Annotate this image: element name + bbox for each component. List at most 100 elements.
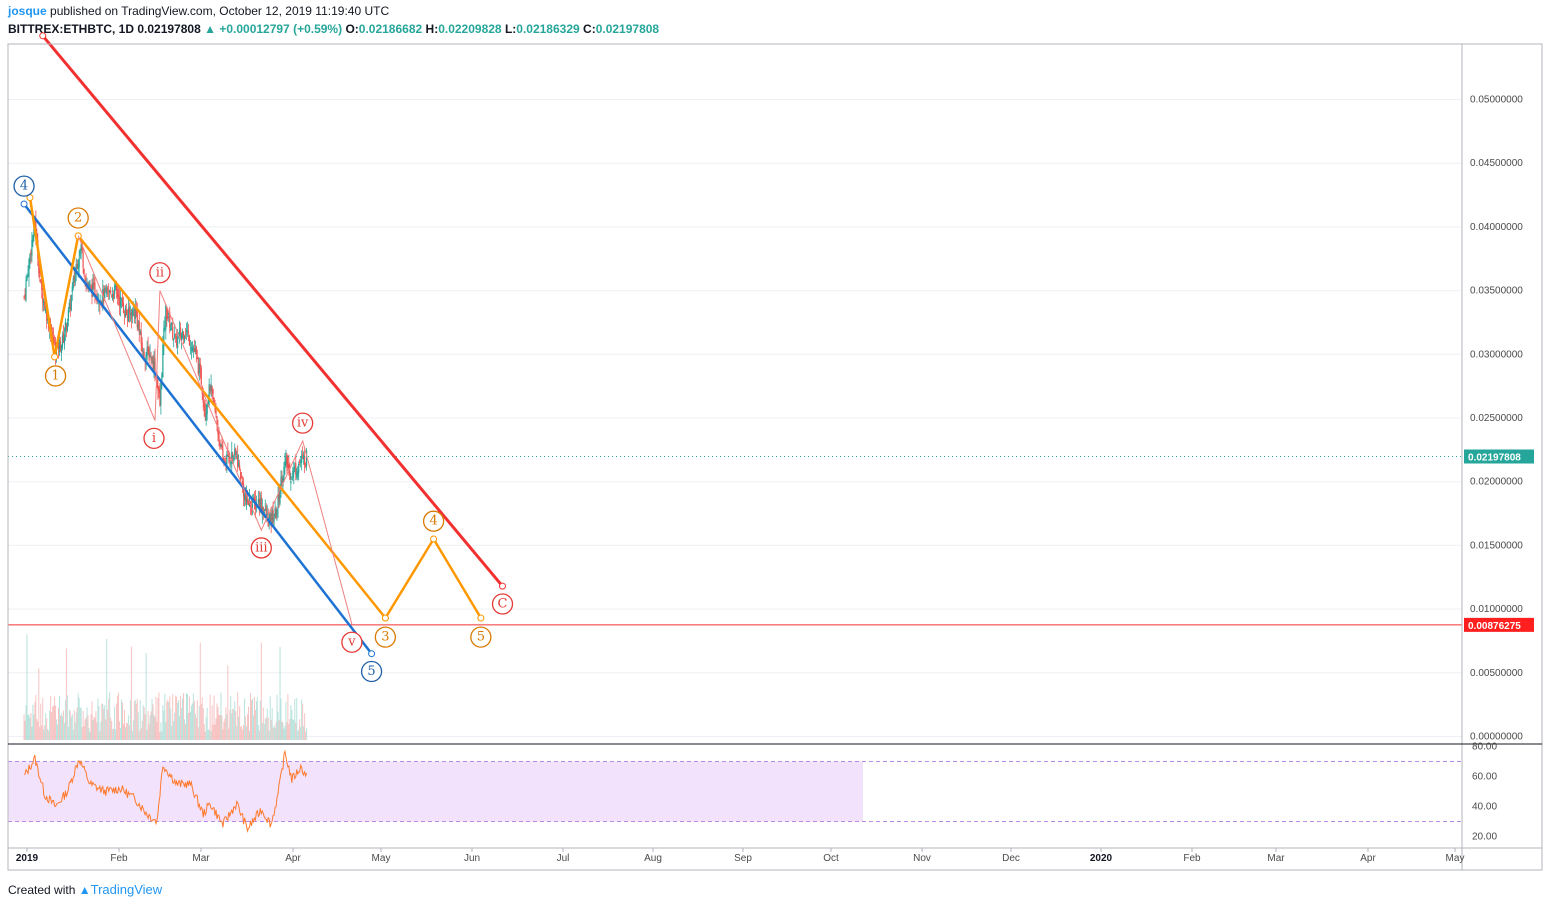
volume-bar bbox=[291, 709, 293, 740]
wave-path-line bbox=[77, 235, 353, 625]
candle bbox=[270, 513, 272, 524]
candle bbox=[294, 466, 296, 470]
candle bbox=[143, 352, 145, 359]
high-value: 0.02209828 bbox=[438, 22, 502, 36]
candle bbox=[106, 287, 108, 294]
volume-bar bbox=[140, 728, 142, 740]
candle bbox=[238, 463, 240, 465]
candle bbox=[289, 470, 291, 480]
candle bbox=[288, 464, 290, 469]
candle bbox=[189, 347, 192, 349]
volume-bar bbox=[273, 725, 275, 740]
volume-bar bbox=[156, 721, 158, 740]
volume-bar bbox=[286, 722, 288, 740]
wave-label-circle bbox=[13, 175, 35, 197]
candle bbox=[152, 356, 154, 370]
candle bbox=[63, 334, 66, 345]
volume-bar bbox=[228, 728, 230, 740]
volume-bar bbox=[128, 725, 130, 740]
volume-bar bbox=[186, 694, 188, 740]
volume-bar bbox=[49, 710, 51, 740]
volume-bar bbox=[119, 721, 121, 740]
volume-bar bbox=[136, 699, 138, 740]
candle bbox=[163, 327, 165, 346]
author-link[interactable]: josque bbox=[8, 4, 47, 18]
price-tick-label: 0.03000000 bbox=[1470, 349, 1523, 360]
volume-bar bbox=[304, 713, 306, 740]
volume-bar bbox=[282, 722, 284, 740]
rsi-tick-label: 20.00 bbox=[1472, 832, 1497, 843]
volume-bar bbox=[244, 698, 246, 740]
wave-label-circle bbox=[250, 537, 272, 559]
candle bbox=[192, 349, 194, 351]
candle bbox=[286, 454, 288, 467]
volume-bar bbox=[292, 719, 294, 740]
candle bbox=[154, 357, 156, 374]
wave-label: 4 bbox=[20, 179, 28, 194]
volume-bar bbox=[148, 724, 150, 740]
volume-bar bbox=[256, 697, 258, 740]
time-tick-label: Mar bbox=[192, 853, 210, 864]
volume-bar bbox=[239, 706, 241, 740]
volume-bar bbox=[167, 699, 169, 740]
candle bbox=[132, 310, 134, 312]
volume-bar bbox=[298, 729, 300, 740]
volume-bar bbox=[281, 721, 283, 740]
volume-bar bbox=[44, 725, 46, 740]
candle bbox=[138, 321, 140, 333]
candle bbox=[231, 451, 233, 464]
tradingview-logo-icon: ▲ bbox=[78, 883, 91, 897]
volume-bar bbox=[164, 693, 166, 740]
candle bbox=[45, 307, 47, 313]
candle bbox=[126, 316, 129, 319]
candle bbox=[181, 331, 184, 338]
wave-label-circle bbox=[143, 427, 165, 450]
volume-bar bbox=[105, 719, 107, 740]
volume-bar bbox=[184, 719, 186, 740]
volume-bar bbox=[48, 730, 50, 740]
trendline bbox=[41, 34, 504, 588]
volume-bar bbox=[212, 724, 214, 740]
wave-label-circle bbox=[470, 626, 492, 648]
volume-bar bbox=[151, 698, 153, 740]
candle bbox=[84, 276, 86, 283]
candle bbox=[38, 259, 40, 274]
candle bbox=[124, 307, 127, 317]
volume-bar bbox=[201, 697, 203, 740]
volume-bar bbox=[70, 716, 72, 740]
candle bbox=[104, 287, 106, 299]
candle bbox=[113, 293, 115, 298]
candle bbox=[245, 493, 248, 505]
volume-bar bbox=[267, 717, 269, 740]
volume-bar bbox=[181, 708, 183, 740]
trendline bbox=[384, 536, 482, 619]
tradingview-link[interactable]: TradingView bbox=[90, 882, 163, 897]
candle bbox=[31, 239, 33, 256]
volume-bar bbox=[197, 727, 199, 740]
price-tick-label: 0.00000000 bbox=[1470, 732, 1523, 743]
candle bbox=[287, 464, 289, 468]
price-tick-label: 0.03500000 bbox=[1470, 286, 1523, 297]
candle bbox=[278, 491, 280, 501]
trendline-anchor bbox=[381, 614, 389, 622]
volume-bar bbox=[171, 725, 173, 740]
candle bbox=[194, 349, 196, 352]
wave-label-circle bbox=[67, 207, 89, 229]
chart-grid bbox=[8, 99, 1462, 852]
volume-bar bbox=[145, 652, 147, 740]
trendline-anchor bbox=[51, 353, 59, 361]
volume-bar bbox=[182, 698, 184, 740]
candle bbox=[28, 259, 30, 277]
wave-label-circle bbox=[422, 510, 445, 532]
candle bbox=[205, 413, 207, 421]
volume-bar bbox=[121, 702, 123, 740]
rsi-tick-label: 80.00 bbox=[1472, 742, 1497, 753]
volume-bar bbox=[276, 694, 278, 740]
candle bbox=[25, 280, 27, 300]
candle bbox=[296, 472, 298, 478]
volume-bar bbox=[210, 730, 212, 740]
candle bbox=[137, 324, 139, 329]
candle bbox=[93, 282, 95, 286]
